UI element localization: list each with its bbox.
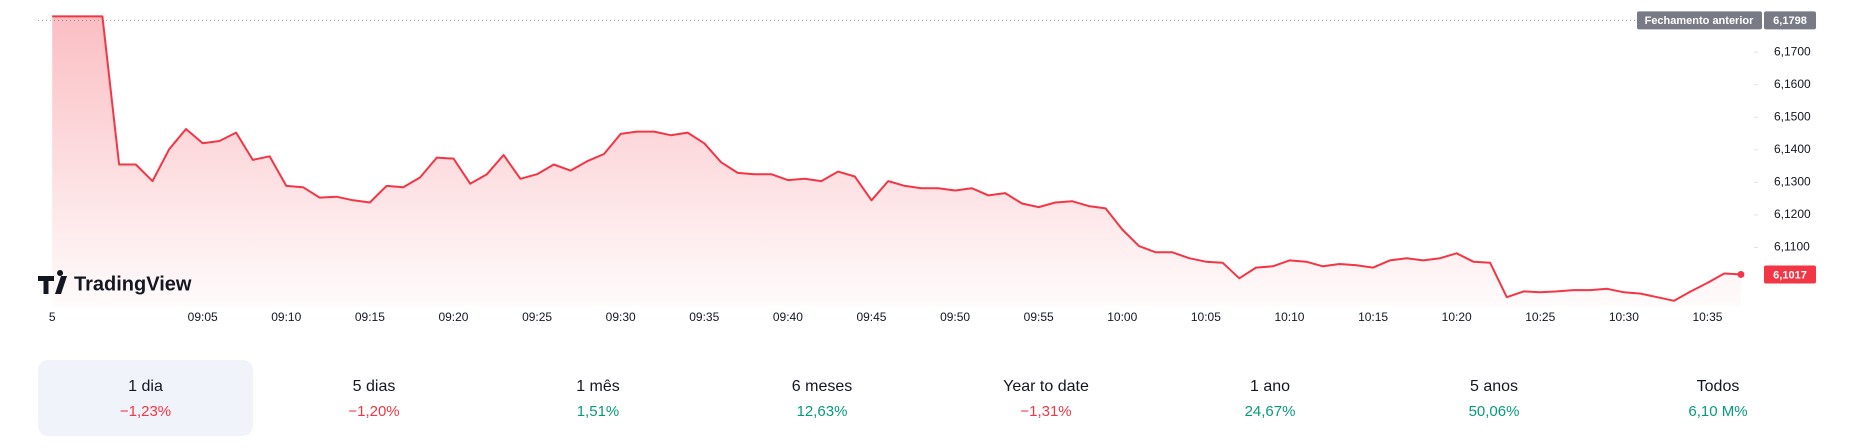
chart: 6,1700 6,1600 6,1500 6,1400 6,1300 6,1200 6,11…	[38, 11, 1816, 324]
x-tick-label: 10:30	[1609, 310, 1639, 324]
period-change: −1,31%	[1020, 403, 1072, 420]
price-label: 6,1017	[1773, 269, 1807, 281]
x-tick-label: 09:45	[856, 310, 886, 324]
period-label: 1 dia	[128, 378, 163, 395]
period-label: Year to date	[1003, 378, 1089, 395]
last-point	[1737, 270, 1745, 278]
x-tick-label: 09:35	[689, 310, 719, 324]
previous-close-label: Fechamento anterior	[1645, 15, 1755, 27]
period-change: 6,10 M%	[1688, 403, 1748, 420]
x-tick-label: 09:10	[271, 310, 301, 324]
period-button[interactable]: Todos 6,10 M%	[1606, 360, 1830, 436]
y-tick-label: 6,1600	[1774, 77, 1811, 91]
x-tick-label: 10:35	[1692, 310, 1722, 324]
period-change: 24,67%	[1244, 403, 1296, 420]
x-tick-label: 09:55	[1024, 310, 1054, 324]
x-tick-label: 5	[49, 310, 56, 324]
period-label: 6 meses	[791, 378, 853, 395]
y-tick-label: 6,1700	[1774, 44, 1811, 58]
period-button[interactable]: 1 dia −1,23%	[38, 360, 253, 436]
x-tick-label: 09:30	[606, 310, 636, 324]
period-label: 5 anos	[1469, 378, 1519, 395]
x-tick-label: 10:15	[1358, 310, 1388, 324]
x-tick-label: 09:50	[940, 310, 970, 324]
watermark-text: TradingView	[74, 273, 192, 295]
y-tick-label: 6,1500	[1774, 109, 1811, 123]
period-change: 50,06%	[1468, 403, 1520, 420]
period-change: −1,20%	[348, 403, 400, 420]
period-label: 1 ano	[1249, 378, 1291, 395]
previous-close-value-box	[1764, 11, 1816, 30]
x-tick-label: 09:05	[188, 310, 218, 324]
period-button[interactable]: 5 anos 50,06%	[1382, 360, 1606, 436]
x-tick-label: 10:25	[1525, 310, 1555, 324]
x-tick-label: 10:05	[1191, 310, 1221, 324]
period-label: 5 dias	[352, 378, 396, 395]
period-button[interactable]: 1 mês 1,51%	[486, 360, 710, 436]
period-button[interactable]: 1 ano 24,67%	[1158, 360, 1382, 436]
line	[52, 15, 1741, 302]
x-tick-label: 09:20	[438, 310, 468, 324]
y-tick-label: 6,1200	[1774, 207, 1811, 221]
area	[52, 16, 1741, 307]
y-tick-label: 6,1300	[1774, 175, 1811, 189]
x-tick-label: 10:20	[1442, 310, 1472, 324]
period-label: 1 mês	[576, 378, 620, 395]
y-tick-label: 6,1100	[1774, 240, 1810, 254]
watermark-logo	[38, 270, 67, 294]
x-tick-label: 09:25	[522, 310, 552, 324]
previous-close-box	[1637, 11, 1762, 30]
previous-close-value: 6,1798	[1773, 15, 1807, 27]
x-tick-label: 10:10	[1274, 310, 1304, 324]
period-button[interactable]: Year to date −1,31%	[934, 360, 1158, 436]
x-tick-label: 09:40	[773, 310, 803, 324]
period-change: 1,51%	[576, 403, 620, 420]
watermark: TradingView	[38, 270, 192, 295]
period-button[interactable]: 6 meses 12,63%	[710, 360, 934, 436]
y-tick-label: 6,1400	[1774, 142, 1811, 156]
price-label-box	[1764, 265, 1816, 284]
period-bar: 1 dia −1,23% 5 dias −1,20% 1 mês 1,51% 6 meses…	[38, 360, 1830, 436]
x-tick-label: 10:00	[1107, 310, 1137, 324]
period-change: 12,63%	[796, 403, 848, 420]
period-label: Todos	[1696, 378, 1740, 395]
period-change: −1,23%	[119, 403, 172, 420]
period-button[interactable]: 5 dias −1,20%	[262, 360, 486, 436]
x-tick-label: 09:15	[355, 310, 385, 324]
